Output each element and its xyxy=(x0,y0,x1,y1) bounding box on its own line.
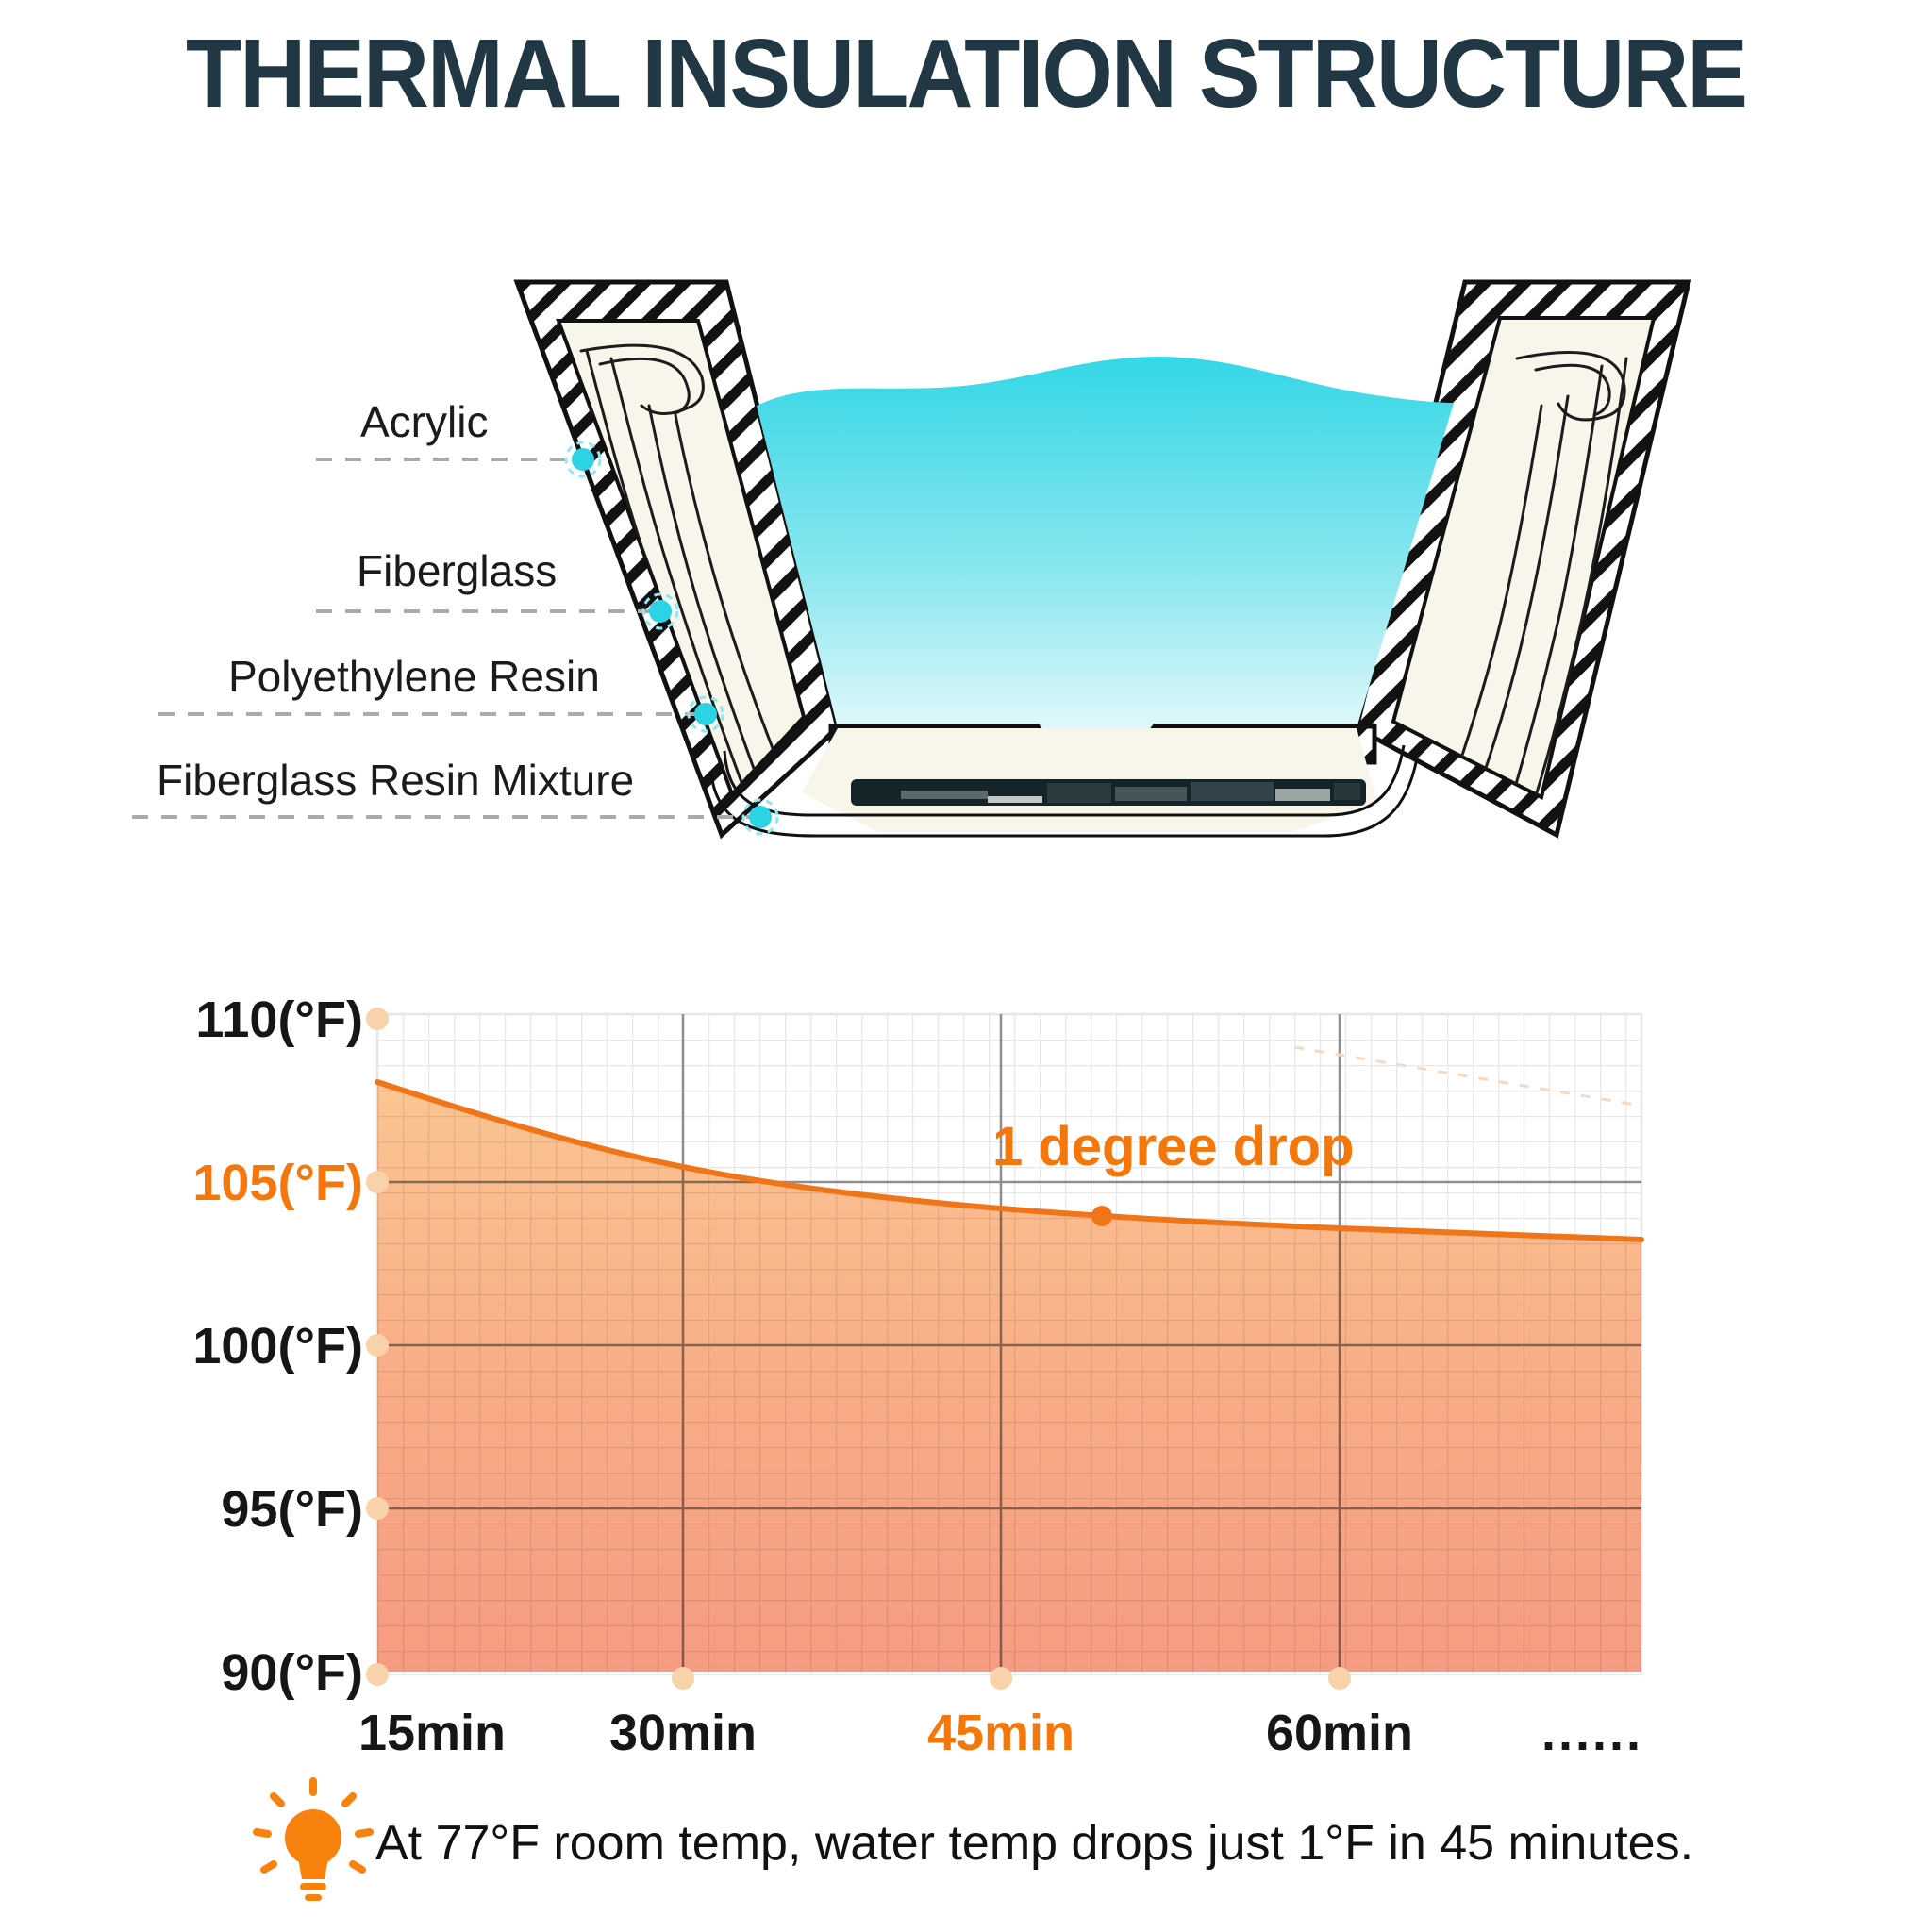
bathtub-cross-section-diagram xyxy=(132,279,1692,840)
x-tick-15min: 15min xyxy=(358,1705,507,1761)
chart-annotation: 1 degree drop xyxy=(992,1116,1355,1177)
temperature-curve xyxy=(375,1079,1644,1242)
x-tick-30min: 30min xyxy=(608,1705,758,1761)
leader-lines xyxy=(132,458,760,819)
faint-reference-line xyxy=(1293,1045,1642,1108)
x-tick-ellipsis: ...... xyxy=(1541,1705,1644,1761)
axis-tick-dots xyxy=(366,1008,1351,1690)
one-degree-drop-point xyxy=(1091,1206,1112,1226)
layer-marker-dots xyxy=(564,441,779,836)
layer-label-polyethylene-resin: Polyethylene Resin xyxy=(228,652,600,701)
x-tick-60min: 60min xyxy=(1265,1705,1414,1761)
footer-note: At 77°F room temp, water temp drops just… xyxy=(375,1816,1694,1871)
layer-label-fiberglass: Fiberglass xyxy=(357,546,558,595)
layer-label-fiberglass-resin-mixture: Fiberglass Resin Mixture xyxy=(157,756,635,805)
water xyxy=(757,357,1454,754)
y-tick-100: 100(°F) xyxy=(192,1318,363,1374)
insulation-bar xyxy=(851,779,1366,806)
base-outline-1 xyxy=(723,744,1406,817)
y-tick-90: 90(°F) xyxy=(221,1644,363,1701)
tub-left-wall xyxy=(513,279,841,840)
y-tick-95: 95(°F) xyxy=(221,1481,363,1538)
layer-label-acrylic: Acrylic xyxy=(360,397,489,446)
y-tick-110: 110(°F) xyxy=(195,991,363,1048)
y-tick-105: 105(°F) xyxy=(192,1155,363,1211)
lightbulb-icon xyxy=(253,1777,374,1901)
base-outline-2 xyxy=(709,758,1419,838)
x-tick-45min: 45min xyxy=(926,1705,1075,1761)
temperature-decay-chart xyxy=(366,1008,1644,1690)
page-title: THERMAL INSULATION STRUCTURE xyxy=(185,18,1748,128)
